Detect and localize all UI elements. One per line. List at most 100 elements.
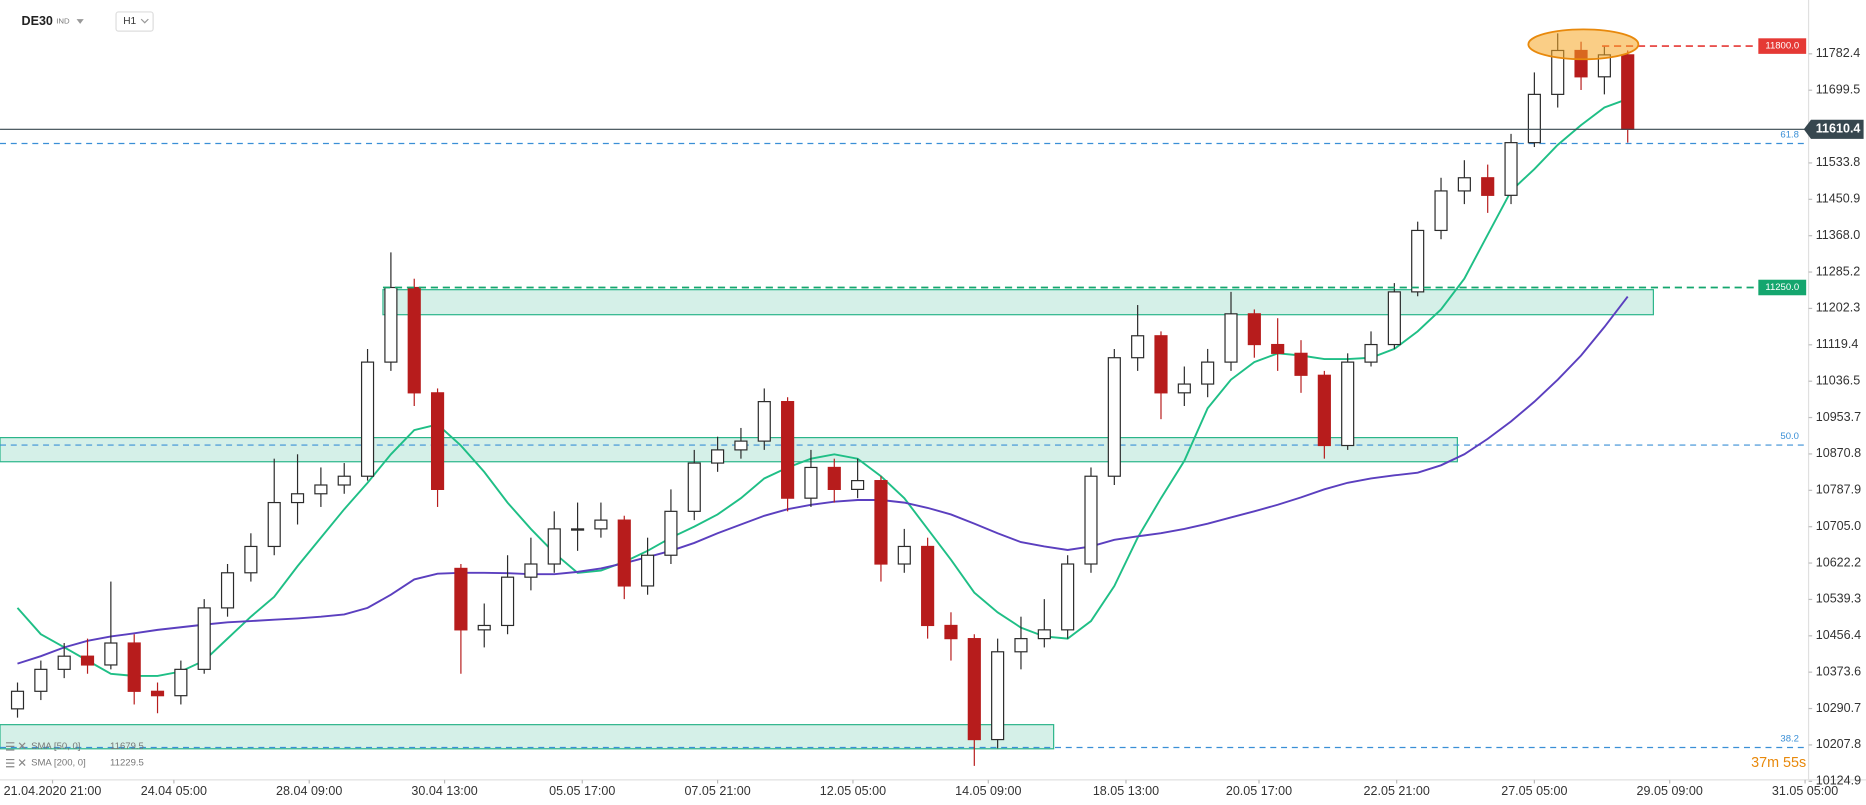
candle-body [1317, 374, 1331, 447]
candle-body [571, 528, 585, 531]
candle [1457, 160, 1471, 205]
legend-close-icon [18, 759, 26, 766]
candle-body [477, 624, 491, 631]
x-tick-label: 18.05 13:00 [1093, 784, 1159, 798]
sma-line [17, 295, 1629, 665]
candle [1364, 331, 1378, 367]
y-tick-label: 11202.3 [1816, 301, 1860, 315]
candle [781, 397, 795, 512]
candle [617, 515, 631, 600]
candle-body [1177, 383, 1191, 394]
candle [711, 436, 725, 472]
candle [967, 634, 981, 766]
candle [571, 502, 585, 551]
candle [10, 682, 25, 718]
candle-body [1037, 629, 1051, 640]
candle-body [944, 624, 958, 640]
candle [1224, 291, 1238, 371]
x-tick-label: 20.05 17:00 [1226, 784, 1292, 798]
countdown: 37m 55s [1751, 755, 1806, 771]
candle [384, 252, 398, 371]
candle-body [734, 440, 748, 451]
candle [337, 463, 351, 494]
candle [454, 564, 468, 674]
candle-body [244, 545, 258, 574]
zone [382, 289, 1654, 316]
fib-label: 61.8 [1780, 130, 1799, 141]
candle [80, 638, 95, 674]
candle [1107, 348, 1121, 486]
candle-body [804, 466, 818, 499]
timeframe-chevron [140, 18, 149, 24]
x-tick-label: 30.04 13:00 [411, 784, 477, 798]
candle-body [967, 638, 981, 741]
candle [734, 427, 748, 459]
candle-body [1107, 357, 1121, 477]
candle-body [1364, 343, 1378, 363]
candle-body [500, 576, 515, 627]
candle [290, 454, 305, 525]
candle [897, 528, 911, 573]
y-tick-label: 11533.8 [1816, 155, 1860, 169]
candle-body [1201, 361, 1215, 385]
y-tick-label: 10622.2 [1816, 555, 1861, 569]
level-label-box [1758, 38, 1807, 54]
candle [477, 603, 491, 648]
legend-menu-icon [5, 742, 15, 751]
dropdown-arrow[interactable] [76, 19, 84, 24]
x-tick-label: 27.05 05:00 [1501, 784, 1567, 798]
candle [220, 564, 235, 617]
candle-body [874, 480, 888, 565]
highlight-ellipse [1527, 28, 1640, 61]
candle-body [337, 475, 351, 486]
y-tick-label: 10953.7 [1816, 410, 1861, 424]
candle-body [1434, 190, 1448, 232]
zone [0, 724, 1055, 750]
candle-body [851, 480, 865, 490]
candle-body [1294, 352, 1308, 376]
candle-body [10, 690, 25, 710]
candle-body [594, 519, 608, 530]
candle [1411, 221, 1425, 297]
y-tick-label: 10539.3 [1816, 592, 1861, 606]
timeframe-button[interactable] [115, 11, 154, 32]
candle-body [897, 545, 911, 565]
y-tick-label: 10290.7 [1816, 701, 1861, 715]
candle [1177, 366, 1191, 406]
candle [547, 511, 561, 573]
candle-body [524, 563, 538, 578]
candle-body [430, 392, 445, 490]
candle-body [991, 651, 1005, 741]
candle-body [1341, 361, 1355, 447]
y-tick-label: 10705.0 [1816, 519, 1861, 533]
candle [1037, 599, 1051, 648]
legend-name: SMA [50, 0] [31, 741, 80, 752]
candle [407, 278, 421, 406]
candle [104, 581, 118, 670]
candle [1247, 309, 1261, 358]
candle-body [1084, 475, 1098, 565]
candle-body [827, 466, 841, 490]
candle [1294, 340, 1308, 393]
candle-body [1131, 335, 1145, 359]
candle [1504, 133, 1518, 205]
x-tick-label: 12.05 05:00 [820, 784, 886, 798]
candle [314, 467, 328, 507]
candle [1014, 616, 1028, 670]
last-price-label: 11610.4 [1816, 122, 1861, 136]
timeframe: H1 [123, 16, 136, 27]
candle-body [174, 668, 188, 697]
candle [500, 555, 515, 635]
candle [1527, 72, 1541, 148]
candle [641, 537, 655, 595]
y-tick-label: 10456.4 [1816, 628, 1861, 642]
candle [524, 537, 538, 591]
legend-value: 11679.5 [110, 741, 144, 752]
candle [197, 599, 211, 674]
candle [664, 489, 678, 565]
candle-body [1457, 177, 1471, 192]
y-tick-label: 10870.8 [1816, 446, 1861, 460]
candle-body [547, 528, 561, 565]
